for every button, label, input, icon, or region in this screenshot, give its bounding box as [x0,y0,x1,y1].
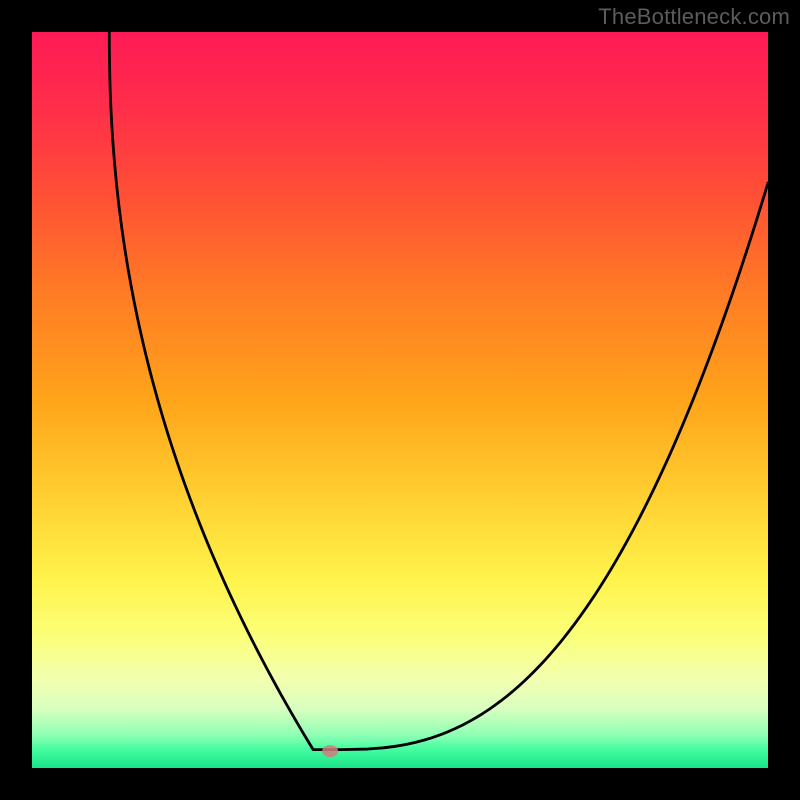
bottleneck-chart [0,0,800,800]
gradient-background [32,32,768,768]
watermark-text: TheBottleneck.com [598,4,790,30]
chart-container: TheBottleneck.com [0,0,800,800]
optimal-marker [322,745,338,757]
